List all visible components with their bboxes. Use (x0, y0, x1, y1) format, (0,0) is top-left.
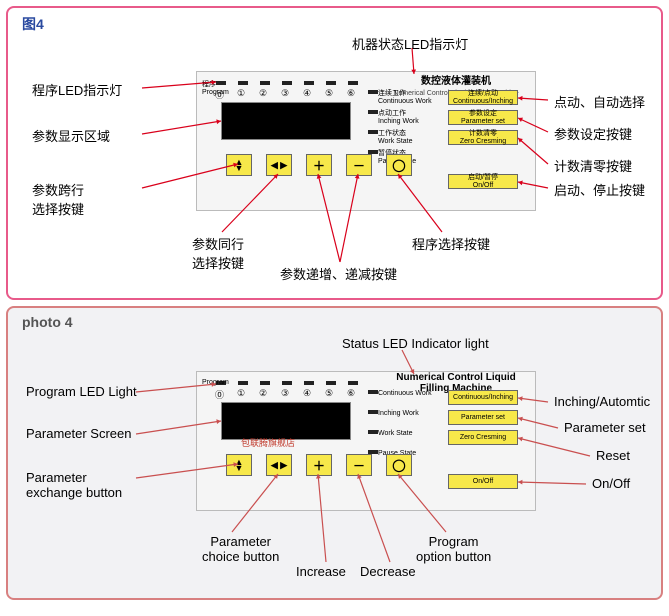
callout-label: 参数跨行 选择按键 (32, 180, 84, 218)
status-label: Work State (378, 430, 444, 438)
program-led (260, 81, 270, 85)
led-number: ④ (303, 388, 311, 399)
led-number: ⑤ (325, 388, 333, 399)
callout-label: Status LED Indicator light (342, 336, 489, 351)
callout-label: 参数设定按键 (554, 124, 632, 143)
callout-label: Parameter exchange button (26, 470, 122, 500)
status-label: 点动工作Inching Work (378, 110, 444, 125)
program-led (348, 381, 358, 385)
decrease-button[interactable]: － (346, 454, 372, 476)
decrease-button[interactable]: － (346, 154, 372, 176)
increase-button[interactable]: ＋ (306, 454, 332, 476)
led-number: ⓪ (215, 388, 224, 401)
param-choice-button[interactable]: ◀ ▶ (266, 454, 292, 476)
parameter-screen (221, 102, 351, 140)
program-led (238, 81, 248, 85)
right-button-1[interactable]: Parameter set (448, 410, 518, 425)
callout-label: Decrease (360, 564, 416, 579)
callout-label: 启动、停止按键 (554, 180, 645, 199)
callout-label: Parameter choice button (202, 534, 279, 564)
status-led (368, 410, 378, 414)
program-label: Program (202, 379, 229, 386)
program-led (304, 81, 314, 85)
right-button-2[interactable]: 计数清零Zero Cresming (448, 130, 518, 145)
right-button-0[interactable]: 连续/点动Continuous/Inching (448, 90, 518, 105)
status-led (368, 90, 378, 94)
program-led (326, 81, 336, 85)
callout-label: 参数显示区域 (32, 126, 110, 145)
program-label: 程序Program (202, 79, 229, 96)
callout-label: Inching/Automtic (554, 394, 650, 409)
figure-bottom: photo 4Numerical Control Liquid Filling … (6, 306, 663, 600)
param-exchange-button[interactable]: ▲▼ (226, 454, 252, 476)
right-button-1[interactable]: 参数设定Parameter set (448, 110, 518, 125)
callout-label: Reset (596, 448, 630, 463)
watermark: 包联腾旗舰店 (241, 436, 295, 449)
status-led (368, 130, 378, 134)
status-label: 连续工作Continuous Work (378, 90, 444, 105)
right-button-3[interactable]: On/Off (448, 474, 518, 489)
led-number: ② (259, 88, 267, 99)
status-led (368, 430, 378, 434)
status-label: Continuous Work (378, 390, 444, 398)
led-number: ① (237, 388, 245, 399)
callout-label: 参数同行 选择按键 (192, 234, 244, 272)
callout-label: 点动、自动选择 (554, 92, 645, 111)
led-number: ③ (281, 88, 289, 99)
callout-label: Parameter set (564, 420, 646, 435)
param-choice-button[interactable]: ◀ ▶ (266, 154, 292, 176)
status-label: 工作状态Work State (378, 130, 444, 145)
status-led (368, 110, 378, 114)
callout-label: Parameter Screen (26, 426, 132, 441)
callout-label: 程序选择按键 (412, 234, 490, 253)
program-led (326, 381, 336, 385)
program-led (238, 381, 248, 385)
program-led (282, 81, 292, 85)
callout-label: 参数递增、递减按键 (280, 264, 397, 283)
program-option-button[interactable]: ◯ (386, 454, 412, 476)
callout-label: 程序LED指示灯 (32, 80, 122, 99)
right-button-3[interactable]: 启动/暂停On/Off (448, 174, 518, 189)
led-number: ⑤ (325, 88, 333, 99)
led-number: ⑥ (347, 88, 355, 99)
status-label: Inching Work (378, 410, 444, 418)
callout-label: Increase (296, 564, 346, 579)
status-led (368, 390, 378, 394)
callout-label: 机器状态LED指示灯 (352, 34, 468, 53)
figure-top: 图4数控液体灌装机Numerical Control Liquid Fillin… (6, 6, 663, 300)
parameter-screen (221, 402, 351, 440)
callout-label: 计数清零按键 (554, 156, 632, 175)
program-led (348, 81, 358, 85)
callout-label: Program option button (416, 534, 491, 564)
led-number: ⑥ (347, 388, 355, 399)
program-option-button[interactable]: ◯ (386, 154, 412, 176)
led-number: ② (259, 388, 267, 399)
program-led (282, 381, 292, 385)
param-exchange-button[interactable]: ▲▼ (226, 154, 252, 176)
callout-label: Program LED Light (26, 384, 137, 399)
led-number: ④ (303, 88, 311, 99)
program-led (304, 381, 314, 385)
program-led (260, 381, 270, 385)
led-number: ① (237, 88, 245, 99)
led-number: ③ (281, 388, 289, 399)
right-button-2[interactable]: Zero Cresming (448, 430, 518, 445)
callout-label: On/Off (592, 476, 630, 491)
increase-button[interactable]: ＋ (306, 154, 332, 176)
right-button-0[interactable]: Continuous/Inching (448, 390, 518, 405)
